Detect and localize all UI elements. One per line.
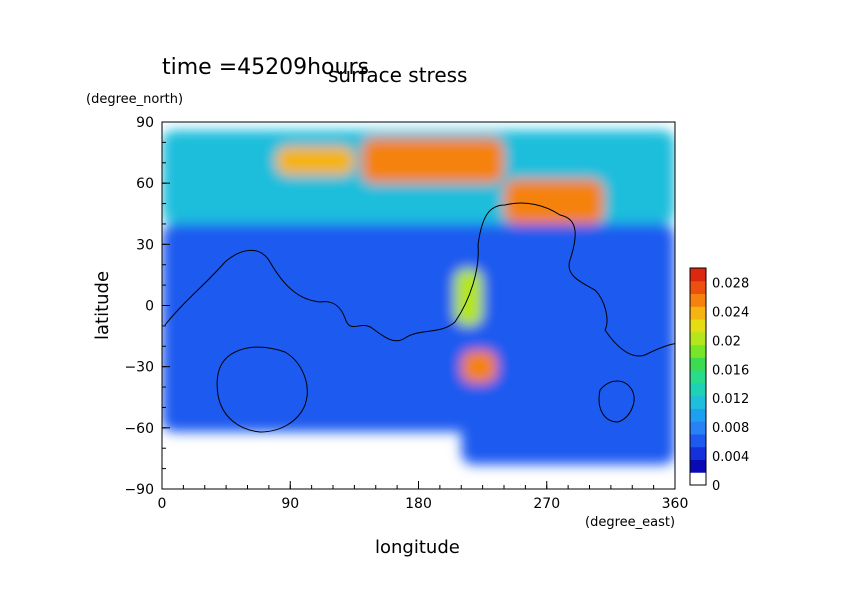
x-unit-label: (degree_east) <box>585 515 675 530</box>
colorbar-tick-label: 0.008 <box>712 421 749 436</box>
colorbar-tick-label: 0.02 <box>712 334 741 349</box>
colorbar: 0 0.004 0.008 0.012 0.016 0.02 0.024 0.028 <box>689 267 749 494</box>
colorbar-swatch <box>690 459 706 473</box>
y-unit-label: (degree_north) <box>86 92 183 107</box>
colorbar-swatch <box>690 382 706 397</box>
x-axis-label: longitude <box>375 537 460 558</box>
y-tick-label: 30 <box>136 237 154 253</box>
y-tick-label: 90 <box>136 115 154 131</box>
y-tick-label: −60 <box>124 421 154 437</box>
colorbar-frame <box>689 267 707 486</box>
y-tick-label: 0 <box>145 299 154 315</box>
y-axis: 90 60 30 0 −30 −60 −90 <box>124 115 170 498</box>
colorbar-swatch <box>690 331 706 346</box>
coastline-africa <box>164 202 675 357</box>
colorbar-swatch <box>690 433 706 448</box>
time-label: time =45209hours <box>162 55 369 80</box>
x-tick-label: 270 <box>533 496 560 512</box>
x-axis: 0 90 180 270 360 <box>158 481 689 512</box>
colorbar-swatch <box>690 408 706 422</box>
y-tick-label: 60 <box>136 176 154 192</box>
stress-field <box>162 130 675 465</box>
colorbar-swatch <box>690 344 706 358</box>
colorbar-swatch <box>690 280 706 295</box>
y-tick-label: −90 <box>124 482 154 498</box>
x-tick-label: 180 <box>405 496 432 512</box>
coastline-south-america <box>216 346 308 433</box>
colorbar-swatch <box>690 421 706 435</box>
field-region-spot-1 <box>461 350 497 383</box>
chart-title: surface stress <box>328 63 467 87</box>
coastline-australia <box>598 380 635 423</box>
field-region-southern-band <box>461 387 675 465</box>
colorbar-swatch <box>690 268 706 282</box>
colorbar-tick-label: 0.012 <box>712 392 749 407</box>
y-tick-label: −30 <box>124 360 154 376</box>
x-tick-label: 0 <box>158 496 167 512</box>
colorbar-swatch <box>690 306 706 320</box>
colorbar-swatch <box>690 472 706 486</box>
colorbar-swatch <box>690 370 706 384</box>
colorbar-tick-label: 0 <box>712 479 720 494</box>
colorbar-tick-label: 0.016 <box>712 363 749 378</box>
colorbar-swatch <box>690 319 706 333</box>
colorbar-swatch <box>690 446 706 460</box>
x-tick-label: 360 <box>662 496 689 512</box>
field-region-north-peak-2 <box>361 138 504 184</box>
coastline-outlines <box>164 202 675 433</box>
colorbar-swatch <box>690 395 706 409</box>
field-region-north-peak-3 <box>504 179 604 224</box>
colorbar-tick-label: 0.004 <box>712 450 749 465</box>
colorbar-swatch <box>690 357 706 371</box>
y-axis-label: latitude <box>92 271 113 340</box>
colorbar-tick-label: 0.024 <box>712 305 749 320</box>
colorbar-swatch <box>690 293 706 307</box>
x-tick-label: 90 <box>281 496 299 512</box>
colorbar-tick-label: 0.028 <box>712 276 749 291</box>
field-region-mid-band <box>162 223 675 432</box>
field-region-north-peak-1 <box>276 146 355 176</box>
